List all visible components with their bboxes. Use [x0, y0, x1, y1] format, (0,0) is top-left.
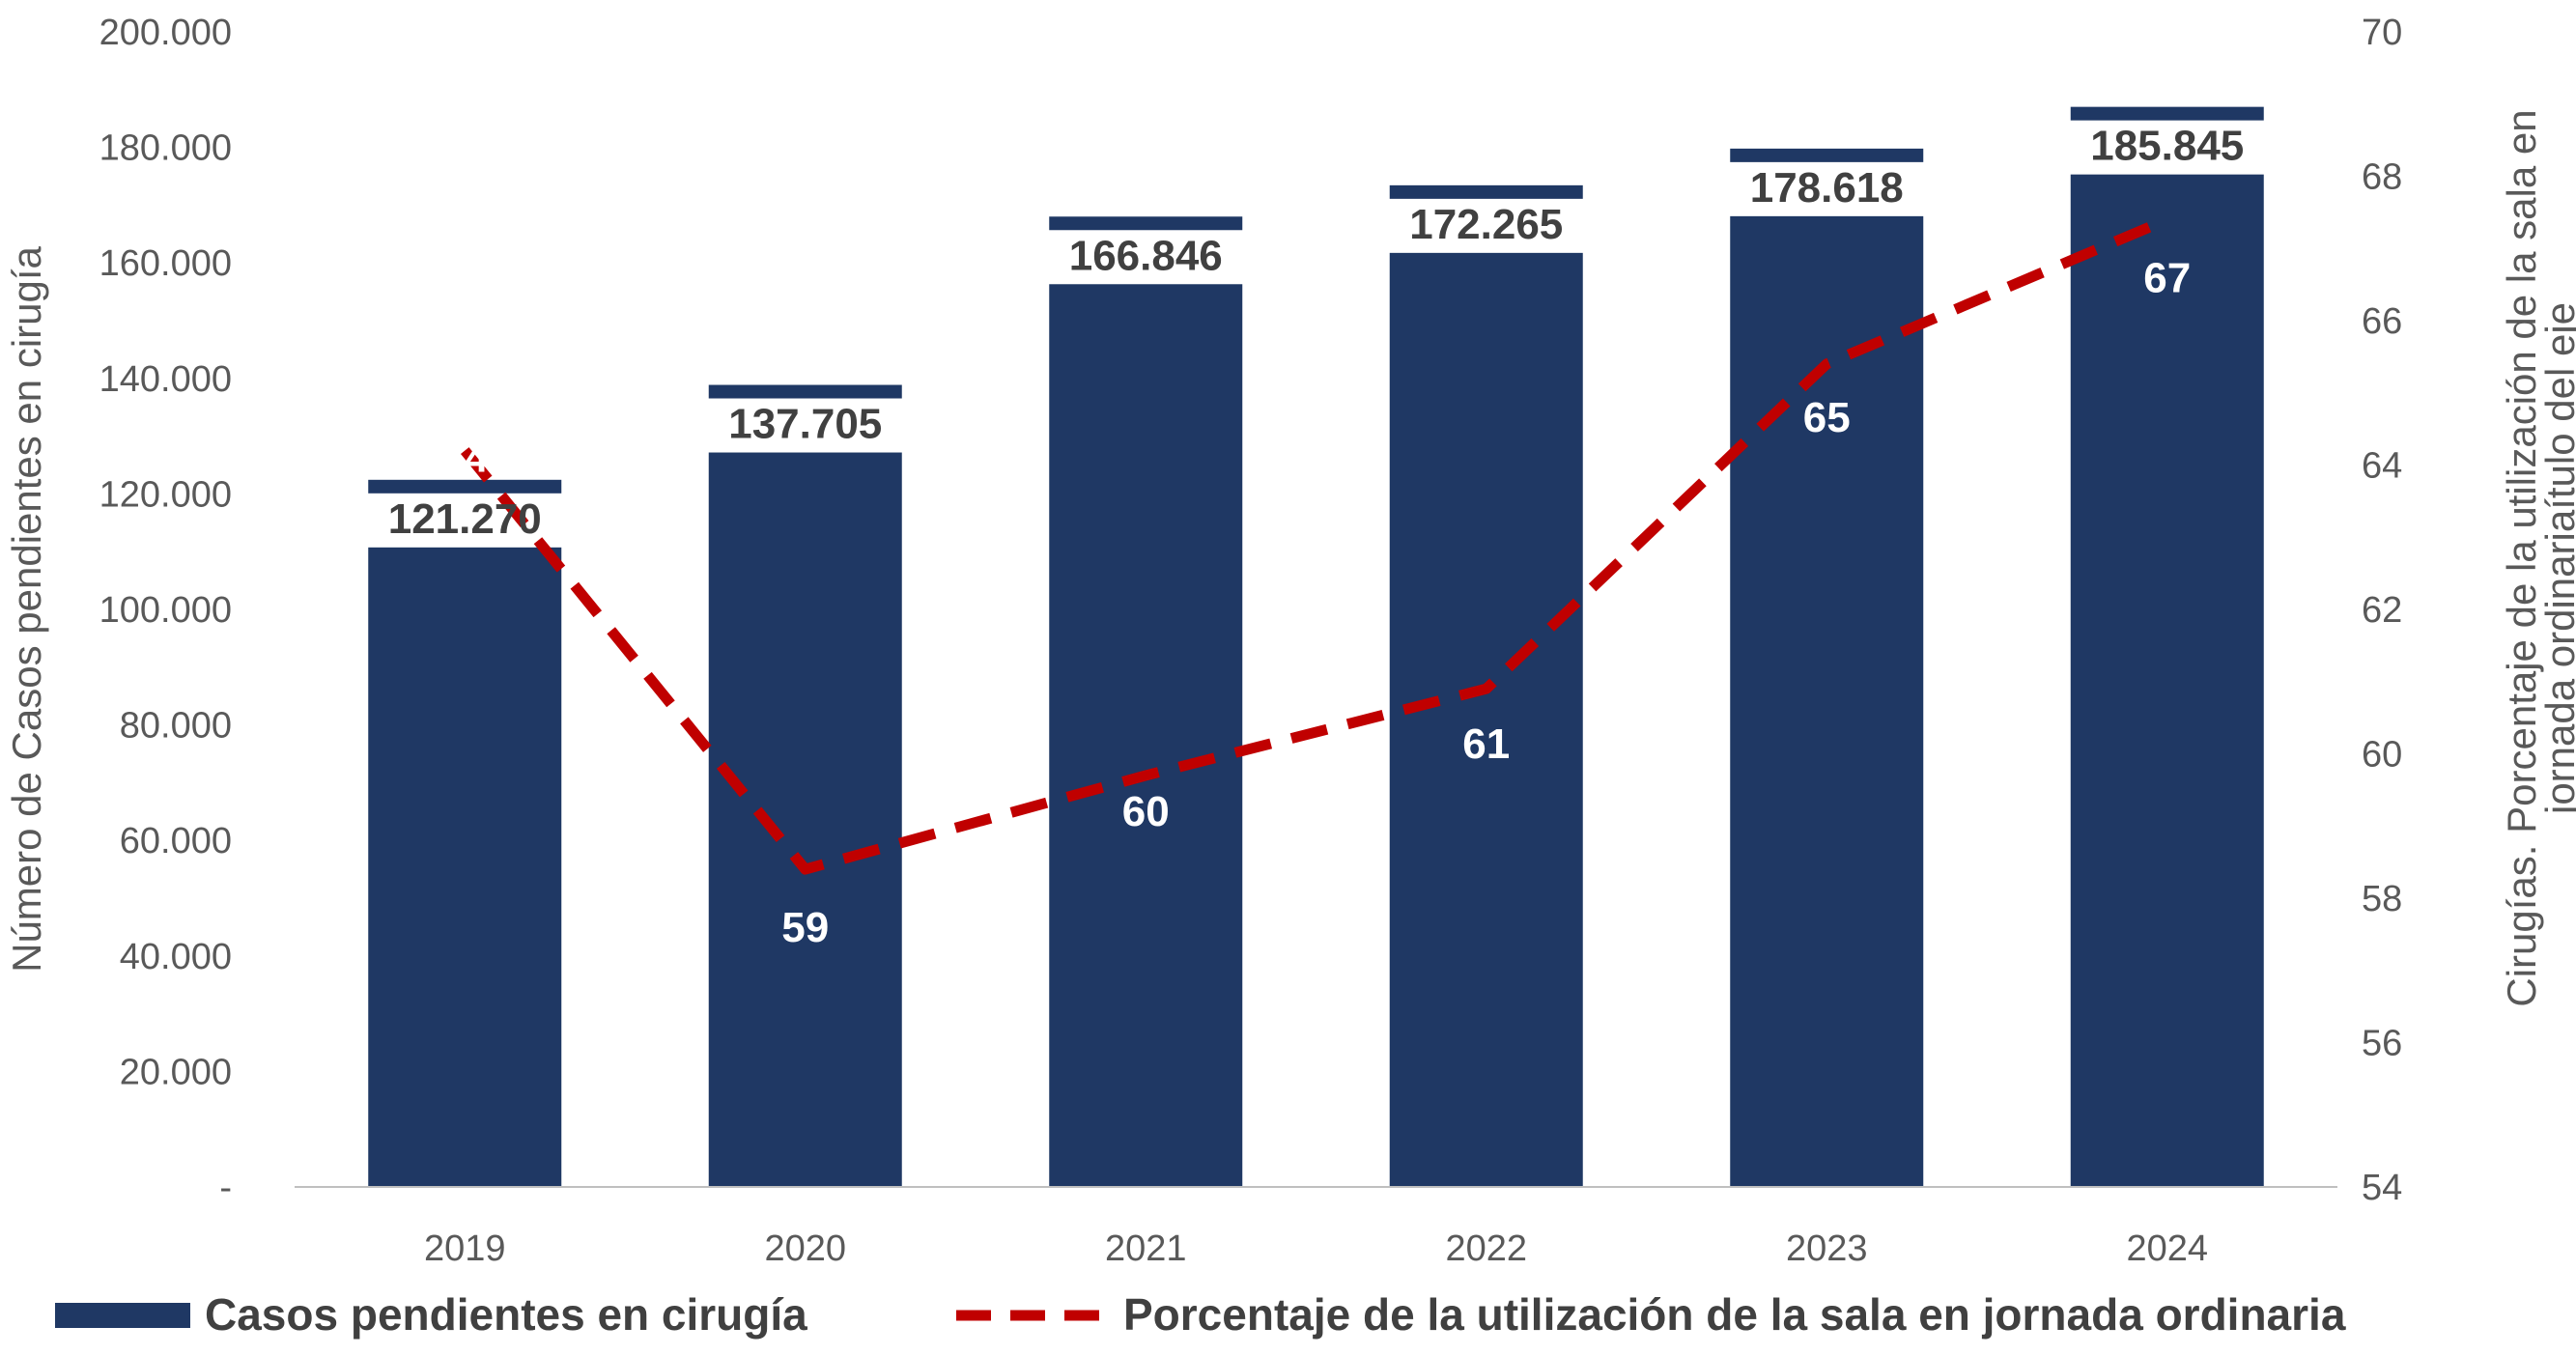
bar-cap-2023: [1730, 148, 1924, 162]
y-right-tick-label: 56: [2362, 1024, 2402, 1064]
line-value-label: 67: [2143, 254, 2191, 301]
legend-label-line: Porcentaje de la utilización de la sala …: [1123, 1289, 2346, 1340]
line-value-label: 64: [441, 435, 489, 482]
bar-2024: [2070, 174, 2264, 1188]
y-left-tick-label: 60.000: [120, 821, 232, 861]
line-value-label: 61: [1462, 720, 1510, 768]
y-right-tick-label: 66: [2362, 301, 2402, 342]
y-left-tick-label: 80.000: [120, 706, 232, 747]
bar-2023: [1730, 215, 1924, 1187]
y-right-axis-title-line1: Cirugías. Porcentaje de la utilización d…: [2499, 109, 2544, 1006]
legend-label-bars: Casos pendientes en cirugía: [205, 1289, 807, 1340]
x-tick-label: 2022: [1445, 1228, 1527, 1269]
bar-value-label: 185.845: [2090, 123, 2244, 170]
line-value-label: 60: [1122, 788, 1170, 835]
y-right-tick-label: 62: [2362, 590, 2402, 631]
bar-value-label: 166.846: [1069, 232, 1223, 279]
x-tick-label: 2021: [1105, 1228, 1187, 1269]
x-tick-label: 2024: [2126, 1228, 2208, 1269]
bar-value-label: 172.265: [1409, 201, 1563, 248]
bars-layer: [368, 106, 2264, 1188]
y-left-axis-title: Número de Casos pendientes en cirugía: [4, 245, 49, 972]
y-left-tick-label: 20.000: [120, 1052, 232, 1092]
x-tick-label: 2020: [764, 1228, 846, 1269]
bar-value-label: 137.705: [728, 401, 882, 448]
bar-2020: [708, 452, 902, 1187]
y-left-tick-label: 200.000: [99, 13, 232, 53]
x-tick-label: 2019: [424, 1228, 506, 1269]
y-left-tick-label: 40.000: [120, 937, 232, 977]
y-right-tick-label: 70: [2362, 13, 2402, 53]
y-right-tick-label: 54: [2362, 1168, 2402, 1208]
y-right-tick-label: 64: [2362, 446, 2402, 487]
y-left-tick-label: -: [219, 1168, 232, 1208]
y-left-tick-label: 120.000: [99, 474, 232, 515]
y-right-tick-label: 68: [2362, 157, 2402, 198]
bar-cap-2021: [1049, 216, 1243, 231]
bar-2019: [368, 547, 562, 1187]
legend-swatch-bars: [55, 1303, 190, 1328]
bar-cap-2019: [368, 479, 562, 494]
line-value-label: 59: [781, 904, 829, 951]
line-value-label: 65: [1803, 394, 1851, 441]
legend: Casos pendientes en cirugía Porcentaje de…: [55, 1289, 2346, 1340]
y-left-tick-label: 160.000: [99, 243, 232, 284]
y-left-tick-label: 140.000: [99, 359, 232, 400]
x-tick-label: 2023: [1786, 1228, 1868, 1269]
bar-value-label: 178.618: [1750, 164, 1904, 212]
line-layer: [460, 214, 2169, 875]
y-right-tick-label: 58: [2362, 879, 2402, 919]
y-right-axis-title-line2: jornada ordinariaítulo del eje: [2537, 302, 2576, 816]
axes-layer: - 20.000 40.000 60.000 80.000 100.000 120.000 1…: [4, 13, 2576, 1269]
labels-layer: 121.270 137.705 166.846 172.265 178.618 185.8…: [388, 123, 2245, 951]
bar-cap-2020: [708, 384, 902, 399]
y-left-tick-label: 100.000: [99, 590, 232, 631]
bar-2021: [1049, 284, 1243, 1187]
bar-value-label: 121.270: [388, 495, 542, 543]
y-right-tick-label: 60: [2362, 735, 2402, 776]
bar-cap-2024: [2070, 106, 2264, 121]
bar-cap-2022: [1389, 184, 1583, 199]
y-left-tick-label: 180.000: [99, 128, 232, 169]
utilization-line: [460, 214, 2169, 875]
bar-2022: [1389, 252, 1583, 1187]
